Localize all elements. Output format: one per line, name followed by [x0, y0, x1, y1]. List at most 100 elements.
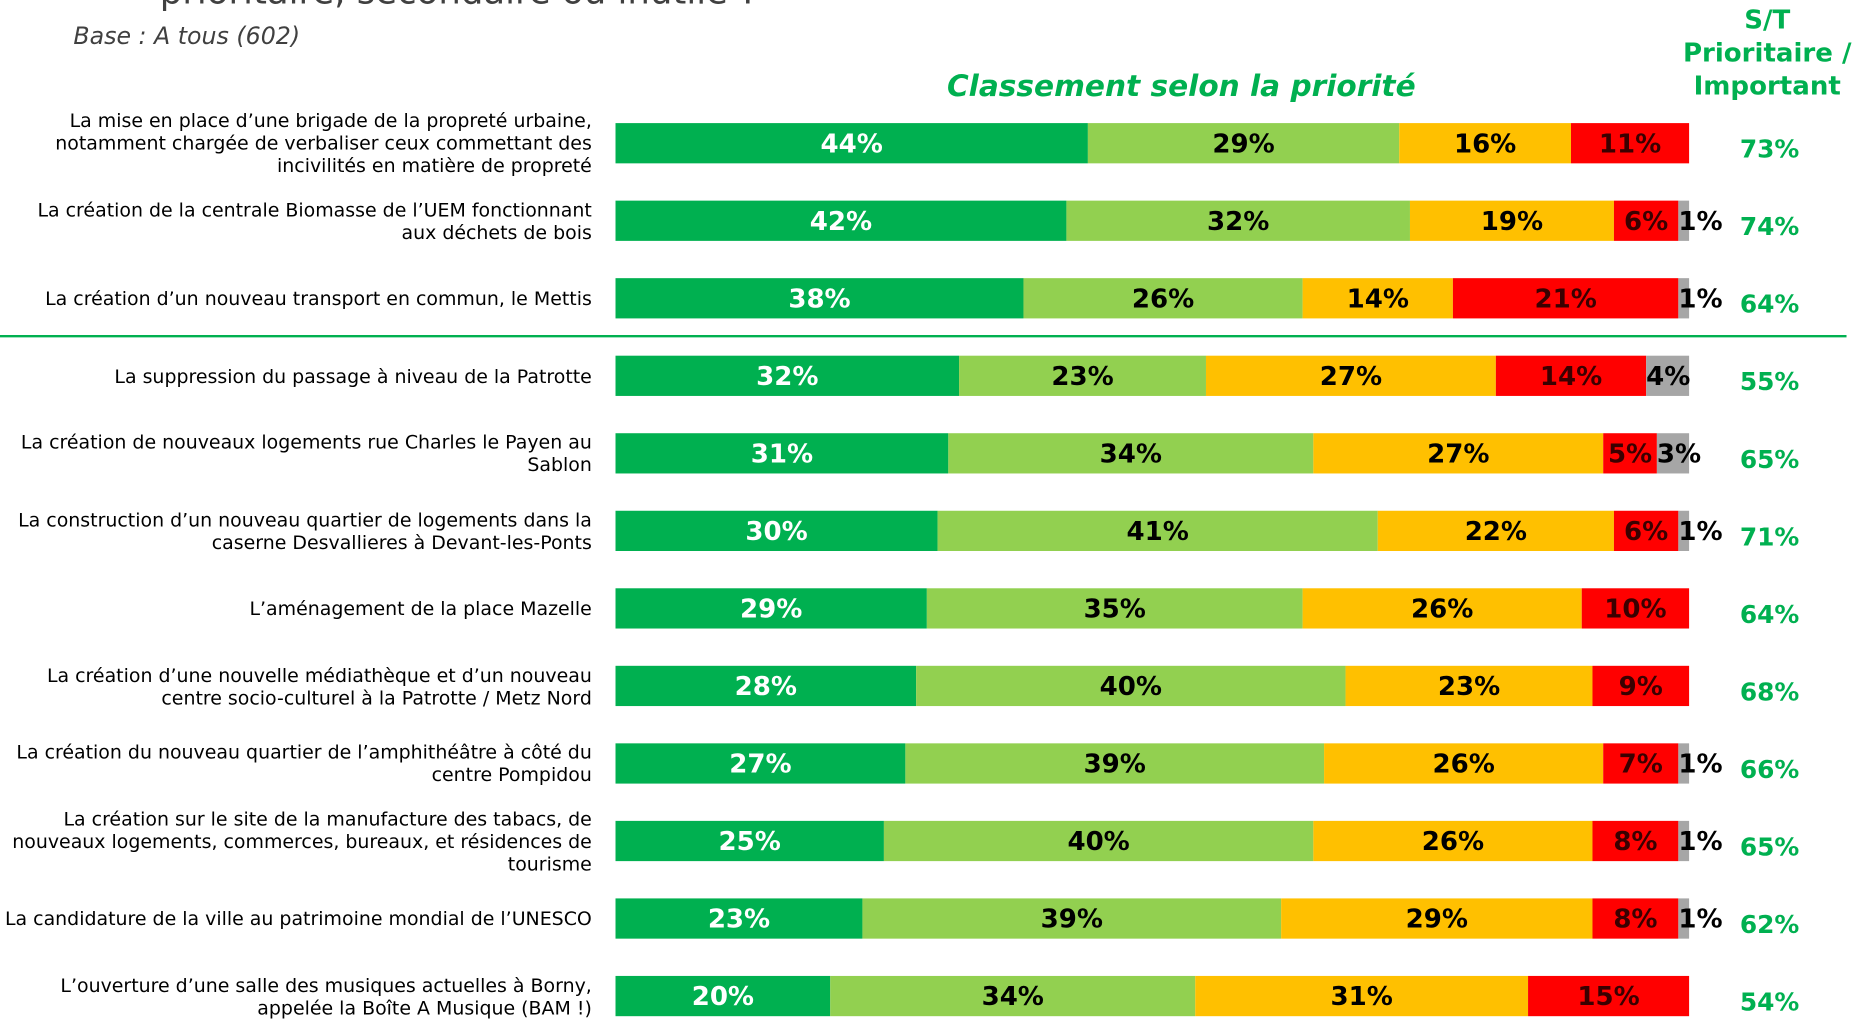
total-label: 73%: [1740, 135, 1800, 164]
bar-segment: [959, 355, 1206, 396]
total-label: 66%: [1740, 755, 1800, 784]
bar-segment: [615, 355, 960, 396]
bar-segment: [1613, 200, 1679, 241]
bar-segment: [830, 975, 1196, 1017]
bar-segment: [1592, 898, 1679, 939]
bar-segment: [1302, 278, 1453, 319]
bar-segment: [1281, 898, 1593, 939]
value-label: 1%: [1678, 207, 1722, 237]
category-label: L’aménagement de la place Mazelle: [249, 597, 592, 620]
category-label: La candidature de la ville au patrimoine…: [4, 907, 592, 930]
bar-segment: [615, 123, 1088, 164]
value-label: 29%: [740, 595, 802, 625]
bar-segment: [1613, 510, 1679, 551]
total-label: 65%: [1740, 832, 1800, 861]
bar-segment: [1302, 588, 1582, 629]
bar-segment: [1592, 820, 1679, 862]
bar-segment: [615, 820, 884, 862]
bar-segment: [1581, 588, 1690, 629]
bar-segment: [1195, 975, 1529, 1017]
category-label: La construction d’un nouveau quartier de…: [18, 508, 592, 554]
bar-segment: [1313, 433, 1604, 474]
bar-segment: [916, 665, 1346, 707]
value-label: 29%: [1212, 129, 1274, 159]
total-label: 71%: [1740, 522, 1800, 551]
category-label: La création sur le site de la manufactur…: [12, 807, 592, 875]
value-label: 11%: [1599, 129, 1661, 159]
value-label: 41%: [1127, 517, 1189, 547]
value-label: 26%: [1132, 284, 1194, 314]
bar-segment: [615, 975, 831, 1017]
value-label: 19%: [1481, 207, 1543, 237]
category-label: L’ouverture d’une salle des musiques act…: [60, 973, 592, 1019]
value-label: 27%: [1320, 362, 1382, 392]
value-label: 30%: [745, 517, 807, 547]
value-label: 1%: [1678, 517, 1722, 547]
value-label: 6%: [1624, 517, 1668, 547]
value-label: 27%: [1427, 440, 1489, 470]
bar-segment: [1592, 665, 1690, 707]
bar-segment: [1678, 278, 1690, 319]
bar-segment: [1678, 510, 1690, 551]
total-label: 64%: [1740, 600, 1800, 629]
bar-segment: [1646, 355, 1690, 396]
value-label: 26%: [1432, 750, 1494, 780]
subtitle: Base : A tous (602): [73, 21, 301, 50]
bar-segment: [1678, 820, 1690, 862]
bar-segment: [1678, 898, 1690, 939]
value-label: 28%: [735, 672, 797, 702]
value-label: 1%: [1678, 905, 1722, 935]
value-label: 16%: [1454, 129, 1516, 159]
bar-segment: [1087, 123, 1400, 164]
value-label: 8%: [1613, 905, 1657, 935]
value-label: 26%: [1422, 827, 1484, 857]
value-label: 20%: [692, 982, 754, 1012]
total-label: 62%: [1740, 910, 1800, 939]
total-label: 74%: [1740, 212, 1800, 241]
bar-segment: [926, 588, 1303, 629]
category-label: La création de nouveaux logements rue Ch…: [20, 430, 592, 476]
bar-segment: [1603, 743, 1679, 784]
value-label: 1%: [1678, 827, 1722, 857]
totals-header-line: Important: [1693, 72, 1841, 102]
bar-segment: [1324, 743, 1604, 784]
value-label: 29%: [1406, 905, 1468, 935]
total-label: 55%: [1740, 367, 1800, 396]
bar-segment: [905, 743, 1325, 784]
bar-segment: [615, 588, 927, 629]
value-label: 39%: [1041, 905, 1103, 935]
value-label: 4%: [1646, 362, 1690, 392]
bar-segment: [1678, 200, 1690, 241]
value-label: 42%: [810, 207, 872, 237]
total-label: 68%: [1740, 677, 1800, 706]
value-label: 39%: [1084, 750, 1146, 780]
bar-segment: [1528, 975, 1690, 1017]
value-label: 40%: [1100, 672, 1162, 702]
bar-segment: [937, 510, 1378, 551]
bar-segment: [1603, 433, 1657, 474]
value-label: 7%: [1619, 750, 1663, 780]
value-label: 23%: [1438, 672, 1500, 702]
value-label: 25%: [719, 827, 781, 857]
totals-header-line: Prioritaire /: [1682, 39, 1852, 69]
bar-segment: [1656, 433, 1690, 474]
bar-segment: [615, 200, 1067, 241]
bar-segment: [948, 433, 1314, 474]
value-label: 10%: [1604, 595, 1666, 625]
value-label: 40%: [1067, 827, 1129, 857]
value-label: 32%: [756, 362, 818, 392]
value-label: 6%: [1624, 207, 1668, 237]
value-label: 22%: [1465, 517, 1527, 547]
value-label: 3%: [1657, 440, 1701, 470]
category-label: La création de la centrale Biomasse de l…: [37, 198, 592, 244]
value-label: 38%: [788, 284, 850, 314]
value-label: 27%: [729, 750, 791, 780]
value-label: 44%: [821, 129, 883, 159]
total-label: 54%: [1740, 987, 1800, 1016]
value-label: 23%: [708, 905, 770, 935]
value-label: 21%: [1534, 284, 1596, 314]
bar-segment: [615, 743, 906, 784]
category-label: La suppression du passage à niveau de la…: [114, 364, 592, 388]
value-label: 14%: [1347, 284, 1409, 314]
